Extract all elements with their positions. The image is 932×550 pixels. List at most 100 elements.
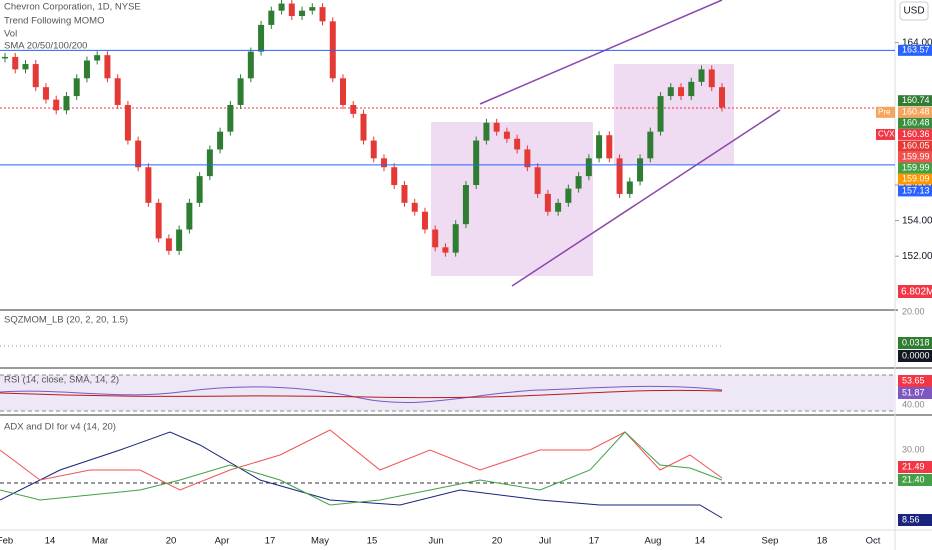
y-tick-label: 164.00 bbox=[902, 37, 932, 48]
time-label: 17 bbox=[589, 536, 600, 547]
time-label: Sep bbox=[762, 536, 779, 547]
candle bbox=[12, 56, 19, 70]
price-label: 160.48 bbox=[902, 107, 930, 117]
price-label-box bbox=[898, 140, 932, 152]
price-label-box bbox=[898, 117, 932, 129]
candle bbox=[432, 229, 439, 248]
candle bbox=[42, 87, 49, 100]
pane-label: 53.65 bbox=[902, 375, 925, 385]
candle bbox=[719, 87, 725, 108]
price-label: 157.13 bbox=[902, 185, 930, 195]
time-label: 20 bbox=[166, 536, 177, 547]
candle bbox=[124, 104, 131, 141]
y-tick-label: 156.00 bbox=[902, 180, 932, 191]
time-label: 15 bbox=[367, 536, 378, 547]
pane-label: 8.56 bbox=[902, 514, 920, 524]
candle bbox=[555, 202, 562, 212]
candle bbox=[678, 87, 685, 97]
rsi-ma bbox=[0, 389, 723, 399]
currency-box[interactable] bbox=[899, 1, 929, 21]
price-tag: CVX bbox=[878, 130, 895, 139]
candle bbox=[237, 78, 244, 105]
time-label: Jul bbox=[539, 536, 551, 547]
candle bbox=[360, 113, 367, 141]
pane-label: 30.00 bbox=[902, 444, 925, 454]
candle bbox=[514, 138, 521, 150]
price-label: 160.36 bbox=[902, 129, 930, 139]
price-label-box bbox=[898, 106, 932, 118]
candle bbox=[534, 167, 541, 194]
candle bbox=[483, 122, 490, 141]
price-tag: Pre bbox=[878, 107, 891, 116]
study-label: Trend Following MOMO bbox=[4, 16, 104, 27]
candle bbox=[176, 229, 183, 251]
candle bbox=[370, 140, 377, 159]
candle bbox=[708, 69, 715, 88]
candle bbox=[657, 96, 664, 132]
price-label-box bbox=[898, 128, 932, 140]
y-tick-label: 152.00 bbox=[902, 251, 932, 262]
pane-label: 40.00 bbox=[902, 399, 925, 409]
candle bbox=[196, 176, 203, 203]
candle bbox=[462, 185, 469, 225]
candle bbox=[698, 69, 705, 82]
time-label: Apr bbox=[215, 536, 230, 547]
currency[interactable]: USD bbox=[903, 6, 924, 17]
candle bbox=[411, 202, 418, 212]
candle bbox=[227, 104, 234, 132]
time-label: Oct bbox=[866, 536, 881, 547]
candle bbox=[565, 188, 572, 203]
candle bbox=[299, 10, 306, 17]
time-label: Jun bbox=[428, 536, 443, 547]
pane-title: ADX and DI for v4 (14, 20) bbox=[4, 422, 116, 433]
pane-label: 51.87 bbox=[902, 387, 925, 397]
price-label-box bbox=[898, 44, 932, 56]
candle bbox=[63, 96, 70, 111]
pane-label: 21.40 bbox=[902, 474, 925, 484]
pane-label-box bbox=[898, 444, 932, 456]
candle bbox=[135, 140, 142, 168]
candle bbox=[114, 78, 121, 105]
channel-line bbox=[511, 109, 781, 287]
time-label: Aug bbox=[645, 536, 662, 547]
candle bbox=[575, 176, 582, 189]
highlight-box bbox=[614, 64, 734, 165]
pane-title: SQZMOM_LB (20, 2, 20, 1.5) bbox=[4, 315, 128, 326]
candle bbox=[53, 99, 60, 111]
price-label-box bbox=[898, 151, 932, 163]
rsi-band bbox=[0, 375, 895, 411]
volume-label: 6.802M bbox=[901, 287, 932, 298]
candle bbox=[268, 10, 275, 25]
price-label-box bbox=[898, 185, 932, 197]
symbol-title: Chevron Corporation, 1D, NYSE bbox=[4, 2, 141, 13]
rsi-line bbox=[0, 385, 723, 403]
candle bbox=[104, 55, 111, 79]
candle bbox=[637, 158, 644, 182]
candles bbox=[2, 0, 725, 257]
candle bbox=[544, 193, 551, 212]
candle bbox=[493, 122, 500, 132]
candle bbox=[309, 7, 316, 11]
price-label: 160.05 bbox=[902, 140, 930, 150]
candle bbox=[524, 149, 531, 168]
price-label: 159.09 bbox=[902, 173, 930, 183]
price-tag-box bbox=[876, 128, 895, 140]
di-minus bbox=[0, 429, 723, 491]
candle bbox=[380, 158, 387, 168]
candle bbox=[83, 60, 90, 79]
study-label: Vol bbox=[4, 29, 17, 40]
time-label: 17 bbox=[265, 536, 276, 547]
pane-label-box bbox=[898, 461, 932, 473]
candle bbox=[596, 135, 603, 159]
price-label: 163.57 bbox=[902, 45, 930, 55]
candle bbox=[206, 149, 213, 177]
candle bbox=[667, 87, 674, 97]
candle bbox=[22, 64, 29, 70]
pane-label-box bbox=[898, 350, 932, 362]
time-label: Mar bbox=[92, 536, 108, 547]
candle bbox=[247, 51, 254, 79]
time-label: 20 bbox=[492, 536, 503, 547]
adx-line bbox=[0, 431, 723, 519]
pane-label-box bbox=[898, 399, 932, 411]
